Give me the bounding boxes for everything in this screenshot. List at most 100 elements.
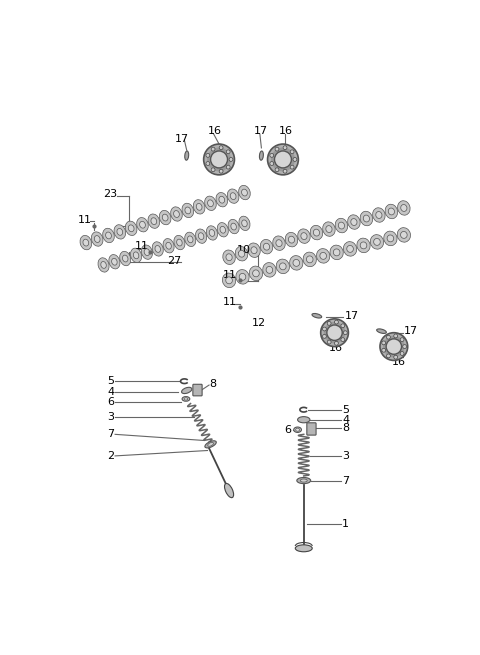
Ellipse shape	[357, 238, 370, 253]
Ellipse shape	[120, 252, 131, 266]
Ellipse shape	[377, 329, 386, 333]
Ellipse shape	[101, 261, 106, 269]
Ellipse shape	[114, 225, 126, 239]
Ellipse shape	[177, 239, 182, 246]
Text: 6: 6	[285, 424, 291, 435]
Text: 2: 2	[108, 451, 115, 461]
Text: 17: 17	[404, 326, 418, 336]
Ellipse shape	[301, 233, 307, 240]
Circle shape	[271, 147, 295, 172]
Ellipse shape	[251, 247, 257, 253]
Ellipse shape	[181, 387, 192, 394]
Text: 6: 6	[108, 397, 114, 407]
Ellipse shape	[141, 245, 153, 259]
Text: 5: 5	[108, 376, 114, 386]
Text: 17: 17	[254, 126, 268, 136]
Ellipse shape	[385, 204, 397, 219]
Ellipse shape	[220, 227, 226, 233]
Ellipse shape	[293, 259, 300, 267]
Ellipse shape	[235, 246, 248, 261]
Circle shape	[270, 153, 274, 157]
Ellipse shape	[288, 236, 295, 243]
Circle shape	[341, 324, 345, 328]
Text: 16: 16	[207, 126, 221, 136]
Ellipse shape	[231, 223, 236, 230]
Ellipse shape	[208, 442, 214, 446]
Ellipse shape	[242, 220, 247, 227]
Ellipse shape	[109, 255, 120, 269]
Ellipse shape	[335, 218, 348, 233]
Ellipse shape	[303, 252, 316, 267]
Ellipse shape	[249, 266, 263, 280]
Ellipse shape	[103, 229, 114, 242]
Circle shape	[219, 169, 223, 173]
Ellipse shape	[223, 250, 235, 265]
Ellipse shape	[370, 234, 384, 249]
Ellipse shape	[316, 249, 330, 263]
Ellipse shape	[397, 200, 410, 215]
Ellipse shape	[313, 229, 320, 236]
Ellipse shape	[296, 428, 300, 431]
Text: 4: 4	[342, 415, 349, 424]
Circle shape	[327, 322, 331, 326]
Ellipse shape	[387, 235, 394, 242]
Ellipse shape	[122, 255, 128, 262]
Ellipse shape	[285, 233, 298, 247]
Ellipse shape	[204, 196, 216, 210]
Ellipse shape	[348, 215, 360, 229]
Text: 27: 27	[168, 256, 182, 266]
Ellipse shape	[388, 208, 395, 215]
Circle shape	[293, 157, 297, 161]
Circle shape	[403, 345, 407, 348]
Circle shape	[324, 322, 345, 343]
Ellipse shape	[207, 200, 213, 207]
Text: 16: 16	[279, 126, 293, 136]
Text: 11: 11	[134, 242, 148, 252]
Ellipse shape	[133, 252, 139, 259]
Circle shape	[380, 333, 408, 360]
Ellipse shape	[152, 242, 163, 256]
Ellipse shape	[343, 242, 357, 256]
Ellipse shape	[239, 216, 250, 231]
Circle shape	[386, 335, 390, 339]
Ellipse shape	[273, 236, 285, 250]
Text: 8: 8	[209, 379, 216, 388]
Ellipse shape	[174, 211, 180, 217]
Ellipse shape	[151, 217, 156, 225]
Circle shape	[327, 340, 331, 344]
Ellipse shape	[205, 441, 216, 448]
Ellipse shape	[198, 233, 204, 240]
Circle shape	[341, 338, 345, 341]
Ellipse shape	[174, 235, 185, 250]
Circle shape	[270, 162, 274, 166]
FancyBboxPatch shape	[307, 422, 316, 435]
Text: 17: 17	[345, 310, 359, 321]
Ellipse shape	[184, 398, 188, 400]
Circle shape	[206, 153, 210, 157]
Ellipse shape	[140, 221, 145, 228]
Ellipse shape	[195, 229, 207, 243]
Ellipse shape	[137, 217, 148, 232]
Ellipse shape	[239, 185, 250, 200]
Circle shape	[226, 150, 230, 154]
Text: 1: 1	[342, 519, 349, 529]
Ellipse shape	[276, 240, 282, 246]
Ellipse shape	[112, 258, 117, 265]
Ellipse shape	[338, 222, 345, 229]
Text: 3: 3	[342, 451, 349, 461]
Ellipse shape	[117, 229, 123, 235]
Ellipse shape	[159, 210, 171, 225]
Ellipse shape	[166, 242, 171, 249]
Ellipse shape	[125, 221, 137, 236]
Circle shape	[229, 157, 233, 161]
Ellipse shape	[83, 239, 89, 246]
Circle shape	[275, 168, 279, 172]
Circle shape	[394, 334, 397, 338]
Ellipse shape	[162, 214, 168, 221]
Ellipse shape	[333, 249, 340, 256]
Ellipse shape	[266, 267, 273, 273]
Circle shape	[400, 352, 404, 356]
Ellipse shape	[351, 219, 357, 225]
Text: 3: 3	[108, 413, 114, 422]
Circle shape	[394, 355, 397, 359]
